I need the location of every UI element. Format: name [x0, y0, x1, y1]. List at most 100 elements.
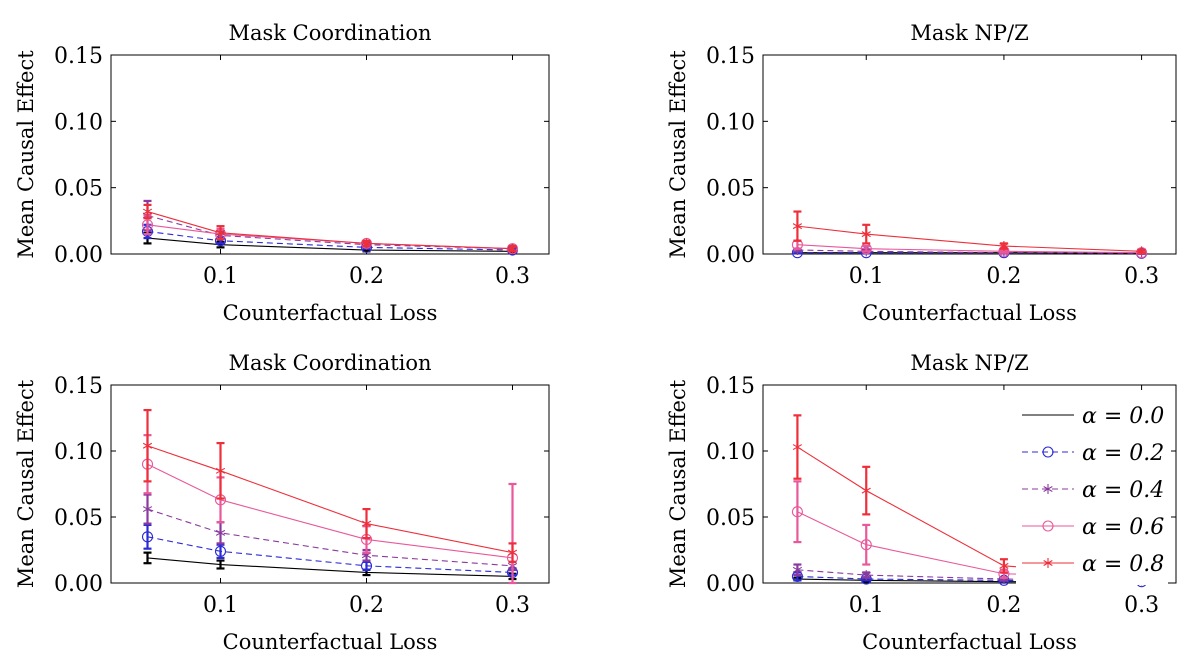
- y-tick-label: 0.05: [54, 506, 103, 531]
- plot-frame: [110, 384, 550, 584]
- error-bar: [216, 559, 225, 570]
- data-point: [507, 547, 518, 558]
- legend-box: [1016, 393, 1168, 585]
- y-tick-label: 0.00: [706, 572, 755, 597]
- data-point: [215, 227, 226, 238]
- y-tick-label: 0.05: [706, 506, 755, 531]
- legend-marker: [1043, 484, 1053, 494]
- legend-marker: [1042, 446, 1054, 458]
- series-4: [142, 203, 518, 254]
- chart-panel-2: Mask NP/Z 0.00 0.05 0.10 0.15 0.1 0.2 0.3 Counte…: [666, 21, 1177, 325]
- legend-label: α = 0.6: [1082, 515, 1164, 540]
- data-point: [361, 518, 372, 529]
- legend-marker: [1043, 558, 1053, 568]
- legend: α = 0.0 α = 0.2 α = 0.4 α = 0.6 α = 0.8: [1016, 393, 1168, 585]
- x-tick-label: 0.3: [495, 593, 530, 618]
- error-bar: [216, 543, 225, 560]
- data-point: [861, 485, 871, 496]
- y-tick-label: 0.10: [54, 110, 103, 135]
- series-line: [147, 237, 513, 252]
- chart-title: Mask NP/Z: [910, 21, 1028, 45]
- series-3: [791, 480, 1148, 584]
- x-tick-label: 0.1: [849, 264, 884, 289]
- data-point: [1136, 246, 1147, 257]
- y-axis-label: Mean Causal Effect: [14, 379, 38, 588]
- y-tick-label: 0.05: [54, 177, 103, 202]
- x-axis-label: Counterfactual Loss: [862, 301, 1077, 325]
- chart-title: Mask Coordination: [228, 21, 431, 45]
- x-tick-label: 0.2: [986, 593, 1021, 618]
- y-tick-label: 0.10: [54, 440, 103, 465]
- data-point: [792, 564, 803, 575]
- data-point: [141, 531, 154, 543]
- y-tick-label: 0.10: [706, 110, 755, 135]
- chart-title: Mask NP/Z: [910, 351, 1028, 375]
- y-axis-label: Mean Causal Effect: [666, 379, 690, 588]
- y-tick-label: 0.15: [54, 374, 103, 399]
- data-point: [142, 206, 153, 217]
- data-point: [142, 504, 153, 515]
- data-point: [861, 570, 871, 581]
- y-tick-label: 0.05: [706, 177, 755, 202]
- error-bar: [143, 551, 152, 565]
- data-point: [507, 243, 518, 254]
- chart-panel-1: Mask Coordination 0.00 0.05 0.10 0.15 0.1 0.2 0…: [14, 21, 550, 325]
- x-axis-label: Counterfactual Loss: [223, 630, 438, 654]
- data-point: [142, 440, 153, 451]
- series-line: [797, 249, 1142, 254]
- data-point: [792, 221, 803, 232]
- series-3: [141, 214, 519, 255]
- error-bar: [793, 480, 802, 544]
- y-tick-label: 0.00: [706, 243, 755, 268]
- y-axis-label: Mean Causal Effect: [14, 50, 38, 259]
- series-line: [147, 224, 513, 250]
- series-3: [791, 239, 1148, 259]
- data-point: [999, 241, 1009, 252]
- error-bar: [862, 523, 871, 566]
- y-tick-label: 0.00: [54, 243, 103, 268]
- series-line: [147, 463, 513, 559]
- legend-marker: [1042, 520, 1054, 532]
- data-point: [215, 465, 226, 476]
- x-tick-label: 0.1: [849, 593, 884, 618]
- series-2: [792, 245, 1147, 258]
- y-tick-label: 0.15: [54, 44, 103, 69]
- data-point: [999, 560, 1009, 571]
- data-point: [214, 545, 227, 557]
- series-line: [797, 225, 1142, 252]
- series-line: [147, 214, 513, 250]
- x-tick-label: 0.2: [349, 264, 384, 289]
- chart-title: Mask Coordination: [228, 351, 431, 375]
- x-tick-label: 0.2: [986, 264, 1021, 289]
- series-2: [142, 493, 518, 571]
- legend-label: α = 0.2: [1082, 441, 1164, 466]
- data-point: [792, 442, 803, 453]
- legend-label: α = 0.8: [1082, 552, 1164, 577]
- error-bar: [143, 523, 152, 550]
- data-point: [361, 238, 372, 249]
- legend-label: α = 0.4: [1082, 478, 1164, 503]
- x-tick-label: 0.1: [203, 264, 238, 289]
- x-axis-label: Counterfactual Loss: [862, 630, 1077, 654]
- plot-frame: [762, 54, 1177, 255]
- data-point: [215, 527, 226, 538]
- data-point: [791, 506, 803, 518]
- error-bar: [508, 482, 517, 585]
- x-tick-label: 0.2: [349, 593, 384, 618]
- y-axis-label: Mean Causal Effect: [666, 50, 690, 259]
- legend-label: α = 0.0: [1082, 404, 1164, 429]
- plot-frame: [110, 54, 550, 255]
- x-tick-label: 0.3: [1124, 264, 1159, 289]
- series-line: [147, 211, 513, 250]
- y-tick-label: 0.00: [54, 572, 103, 597]
- error-bar: [862, 244, 871, 253]
- series-4: [142, 408, 518, 563]
- y-tick-label: 0.15: [706, 44, 755, 69]
- series-line: [147, 230, 513, 251]
- x-axis-label: Counterfactual Loss: [223, 301, 438, 325]
- plot-frame: [762, 384, 1177, 584]
- series-line: [147, 445, 513, 554]
- series-3: [141, 434, 519, 585]
- series-line: [147, 508, 513, 567]
